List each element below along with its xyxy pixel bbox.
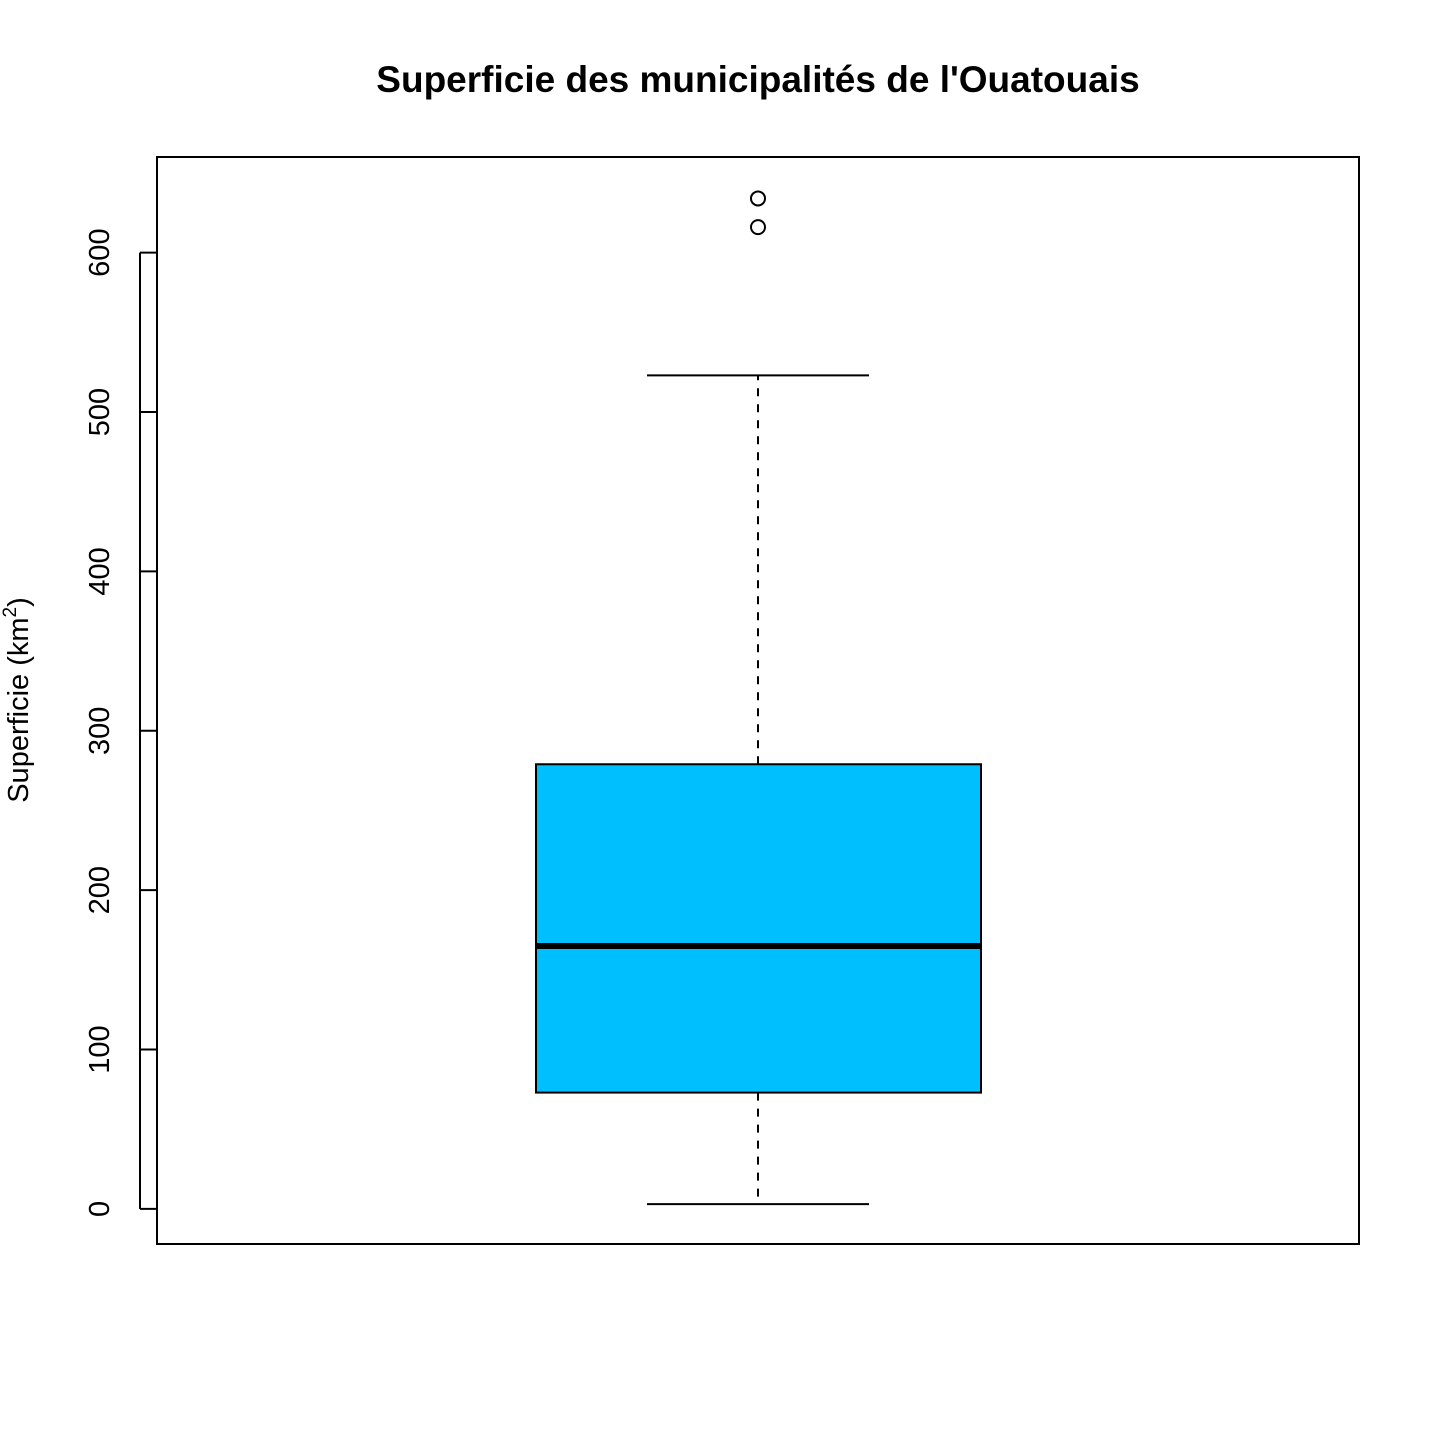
y-axis-title: Superficie (km2) xyxy=(0,597,35,803)
chart-title: Superficie des municipalités de l'Ouatou… xyxy=(376,59,1139,100)
outlier-point-0 xyxy=(750,219,766,236)
y-tick-label-400: 400 xyxy=(84,547,116,595)
y-tick-label-500: 500 xyxy=(84,388,116,436)
y-tick-label-200: 200 xyxy=(84,866,116,914)
interquartile-box xyxy=(535,763,982,1094)
y-axis-title-suffix: ) xyxy=(3,597,35,607)
plot-frame xyxy=(156,156,1360,1245)
y-tick-label-100: 100 xyxy=(84,1025,116,1073)
y-tick-label-600: 600 xyxy=(84,228,116,276)
outlier-point-1 xyxy=(750,190,766,207)
boxplot-series xyxy=(535,190,982,1206)
y-tick-label-0: 0 xyxy=(84,1201,116,1217)
y-axis-title-text: Superficie (km xyxy=(3,617,35,802)
y-axis-title-superscript: 2 xyxy=(0,607,21,618)
y-tick-label-300: 300 xyxy=(84,707,116,755)
y-axis: 0 100 200 300 400 500 600 xyxy=(84,228,157,1217)
